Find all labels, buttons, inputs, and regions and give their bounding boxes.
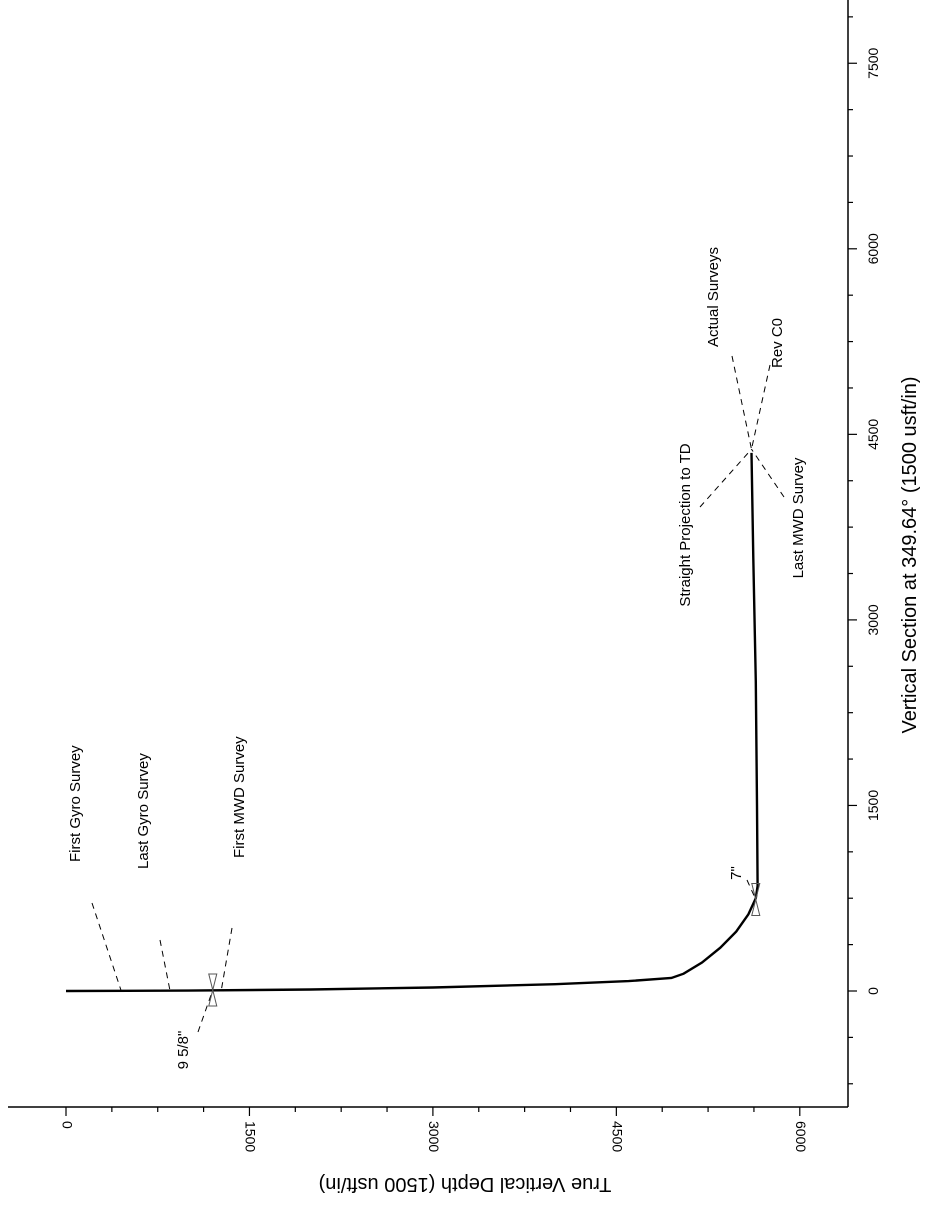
- leader-line: [197, 989, 214, 1033]
- y-axis-title: Vertical Section at 349.64° (1500 usft/i…: [899, 376, 921, 733]
- annotation-label: First MWD Survey: [231, 736, 248, 858]
- leader-line: [746, 879, 757, 900]
- casing-shoe-marker: [751, 899, 761, 916]
- x-tick-label: 3000: [426, 1121, 442, 1152]
- leader-line: [220, 927, 233, 991]
- annotation-label: 7": [728, 866, 745, 880]
- annotation-labels: First Gyro Survey Last Gyro Survey First M…: [67, 247, 807, 1069]
- axes: [8, 0, 849, 1108]
- y-tick-label: 3000: [865, 604, 881, 635]
- annotation-label: 9 5/8": [175, 1031, 192, 1070]
- leader-line: [751, 364, 771, 450]
- annotation-label: Actual Surveys: [705, 247, 722, 347]
- annotation-label: Rev C0: [769, 318, 786, 368]
- annotation-label: First Gyro Survey: [67, 745, 84, 862]
- casing-shoe-marker: [208, 973, 218, 991]
- casing-shoe-marker: [208, 989, 218, 1007]
- tick-marks: [65, 16, 857, 1116]
- casing-shoe-marker: [751, 882, 761, 900]
- annotation-label: Last Gyro Survey: [135, 753, 152, 869]
- tick-labels: 0 1500 3000 4500 6000 0 1500 3000 4500 6000 7500: [59, 47, 881, 1152]
- casing-markers: [208, 882, 761, 1007]
- leader-line: [91, 902, 122, 991]
- y-tick-label: 4500: [865, 419, 881, 450]
- well-path-series: [65, 452, 759, 993]
- leader-line: [159, 939, 171, 991]
- x-tick-label: 6000: [793, 1121, 809, 1152]
- well-path-line: [65, 452, 759, 993]
- y-tick-label: 6000: [865, 233, 881, 264]
- leader-line: [751, 448, 785, 498]
- x-tick-label: 1500: [243, 1121, 259, 1152]
- annotation-label: Straight Projection to TD: [677, 443, 694, 606]
- annotation-leaders: [91, 355, 785, 1033]
- x-tick-label: 4500: [610, 1121, 626, 1152]
- y-tick-label: 7500: [865, 47, 881, 78]
- leader-line: [731, 355, 752, 450]
- y-tick-label: 1500: [865, 790, 881, 821]
- x-axis-title: True Vertical Depth (1500 usft/in): [319, 1173, 612, 1195]
- y-tick-label: 0: [865, 987, 881, 995]
- annotation-label: Last MWD Survey: [790, 457, 807, 578]
- leader-line: [699, 448, 752, 508]
- x-tick-label: 0: [59, 1121, 75, 1129]
